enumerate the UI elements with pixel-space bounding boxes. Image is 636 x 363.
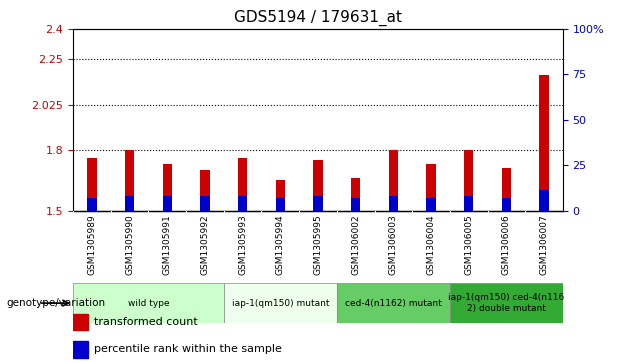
Text: GSM1306006: GSM1306006 — [502, 214, 511, 275]
Text: wild type: wild type — [128, 299, 169, 307]
Text: ced-4(n1162) mutant: ced-4(n1162) mutant — [345, 299, 442, 307]
Text: GSM1306004: GSM1306004 — [427, 214, 436, 275]
Bar — [238, 158, 247, 211]
Bar — [275, 180, 285, 211]
Text: GSM1305995: GSM1305995 — [314, 214, 322, 275]
Bar — [275, 199, 285, 211]
Text: iap-1(qm150) mutant: iap-1(qm150) mutant — [232, 299, 329, 307]
Bar — [73, 314, 88, 330]
Bar — [314, 196, 322, 211]
Text: GSM1305991: GSM1305991 — [163, 214, 172, 275]
Bar — [464, 150, 473, 211]
Bar — [314, 160, 322, 211]
Bar — [163, 164, 172, 211]
Bar — [87, 199, 97, 211]
Bar — [426, 164, 436, 211]
Bar — [200, 170, 210, 211]
Text: GSM1305994: GSM1305994 — [276, 214, 285, 275]
Bar — [337, 283, 450, 323]
Bar — [351, 199, 361, 211]
Bar — [73, 341, 88, 358]
Bar — [224, 283, 337, 323]
Bar — [502, 199, 511, 211]
Bar — [125, 196, 134, 211]
Text: iap-1(qm150) ced-4(n116
2) double mutant: iap-1(qm150) ced-4(n116 2) double mutant — [448, 293, 565, 313]
Bar — [426, 199, 436, 211]
Text: GSM1306002: GSM1306002 — [351, 214, 360, 275]
Bar — [389, 150, 398, 211]
Text: percentile rank within the sample: percentile rank within the sample — [94, 344, 282, 354]
Text: transformed count: transformed count — [94, 317, 198, 327]
Bar — [464, 196, 473, 211]
Bar — [539, 76, 549, 211]
Bar — [200, 196, 210, 211]
Bar — [450, 283, 563, 323]
Bar — [351, 178, 361, 211]
Bar — [502, 168, 511, 211]
Text: genotype/variation: genotype/variation — [6, 298, 106, 308]
Bar — [389, 196, 398, 211]
Text: GSM1305990: GSM1305990 — [125, 214, 134, 275]
Bar — [238, 196, 247, 211]
Bar — [125, 150, 134, 211]
Text: GSM1306007: GSM1306007 — [539, 214, 548, 275]
Bar — [87, 158, 97, 211]
Bar — [73, 283, 224, 323]
Text: GSM1305992: GSM1305992 — [200, 214, 209, 275]
Text: GSM1306005: GSM1306005 — [464, 214, 473, 275]
Bar — [539, 190, 549, 211]
Text: GSM1306003: GSM1306003 — [389, 214, 398, 275]
Text: GSM1305993: GSM1305993 — [238, 214, 247, 275]
Title: GDS5194 / 179631_at: GDS5194 / 179631_at — [234, 10, 402, 26]
Bar — [163, 196, 172, 211]
Text: GSM1305989: GSM1305989 — [88, 214, 97, 275]
